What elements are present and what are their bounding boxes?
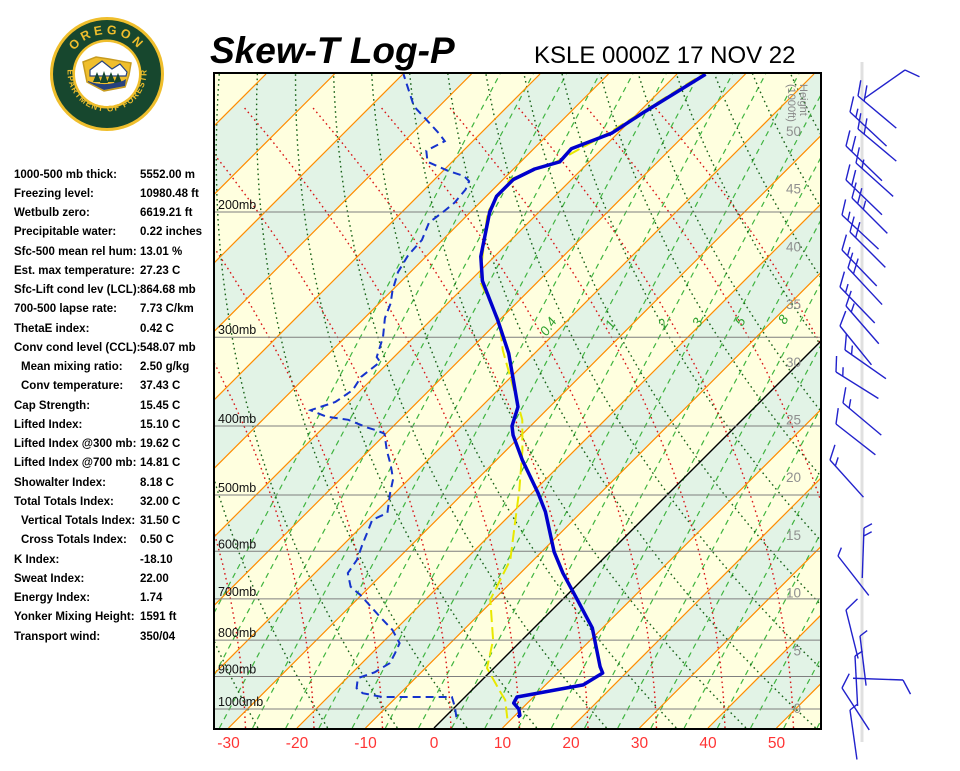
stat-label: Lifted Index:	[14, 419, 140, 431]
stat-label: Cross Totals Index:	[14, 534, 140, 546]
temp-axis-label: -20	[286, 735, 309, 752]
wind-barb	[850, 217, 885, 268]
wind-barb	[846, 599, 858, 659]
stat-row: Energy Index:1.74	[14, 589, 214, 608]
height-label: 30	[786, 355, 801, 370]
stat-label: Sweat Index:	[14, 573, 140, 585]
height-label: 45	[786, 182, 801, 197]
height-label: 50	[786, 124, 801, 139]
wind-barb	[838, 548, 869, 596]
height-label: 0	[793, 701, 801, 716]
stat-row: Sfc-Lift cond lev (LCL):864.68 mb	[14, 281, 214, 300]
wind-barb	[858, 80, 896, 128]
plot-area	[195, 69, 960, 728]
stat-label: Mean mixing ratio:	[14, 361, 140, 373]
wind-barb	[830, 445, 863, 497]
stat-row: Lifted Index @300 mb:19.62 C	[14, 435, 214, 454]
stat-label: Conv cond level (CCL):	[14, 342, 140, 354]
temp-axis-label: 40	[699, 735, 717, 752]
height-label: 5	[793, 643, 801, 658]
stat-row: Est. max temperature:27.23 C	[14, 261, 214, 280]
wind-barb	[864, 70, 919, 99]
temp-axis-label: -10	[354, 735, 377, 752]
stat-row: Cross Totals Index:0.50 C	[14, 531, 214, 550]
height-label: 25	[786, 413, 801, 428]
stat-label: 700-500 lapse rate:	[14, 303, 140, 315]
pressure-label: 400mb	[218, 412, 256, 426]
stat-row: 1000-500 mb thick:5552.00 m	[14, 165, 214, 184]
stat-row: Wetbulb zero:6619.21 ft	[14, 204, 214, 223]
stat-label: Showalter Index:	[14, 477, 140, 489]
stat-row: Conv temperature:37.43 C	[14, 377, 214, 396]
skewt-chart: 200mb 300mb 400mb 500mb 600mb 700mb 800mb 900mb…	[195, 60, 960, 766]
stat-label: Conv temperature:	[14, 380, 140, 392]
stat-row: Precipitable water:0.22 inches	[14, 223, 214, 242]
temp-axis-label: 20	[562, 735, 580, 752]
height-label: 35	[786, 297, 801, 312]
pressure-label: 600mb	[218, 537, 256, 551]
pressure-label: 800mb	[218, 626, 256, 640]
stat-label: Yonker Mixing Height:	[14, 611, 140, 623]
temp-axis-label: 50	[768, 735, 786, 752]
stat-label: K Index:	[14, 554, 140, 566]
pressure-label: 200mb	[218, 198, 256, 212]
stat-row: 700-500 lapse rate:7.73 C/km	[14, 300, 214, 319]
stat-row: Yonker Mixing Height:1591 ft	[14, 608, 214, 627]
temp-axis-label: -30	[217, 735, 240, 752]
stat-label: Transport wind:	[14, 631, 140, 643]
stat-row: Total Totals Index:32.00 C	[14, 492, 214, 511]
odf-logo: OREGON DEPARTMENT OF FORESTRY	[46, 12, 168, 136]
stat-row: Sfc-500 mean rel hum:13.01 %	[14, 242, 214, 261]
stat-row: ThetaE index:0.42 C	[14, 319, 214, 338]
stat-label: 1000-500 mb thick:	[14, 169, 140, 181]
stat-label: Freezing level:	[14, 188, 140, 200]
stat-label: Wetbulb zero:	[14, 207, 140, 219]
height-label: 40	[786, 239, 801, 254]
stat-label: Energy Index:	[14, 592, 140, 604]
stat-row: Lifted Index @700 mb:14.81 C	[14, 454, 214, 473]
pressure-label: 1000mb	[218, 695, 263, 709]
temp-axis-label: 30	[631, 735, 649, 752]
height-label: 10	[786, 586, 801, 601]
wind-barb	[862, 524, 872, 578]
stat-label: Lifted Index @700 mb:	[14, 457, 140, 469]
stat-row: Mean mixing ratio:2.50 g/kg	[14, 358, 214, 377]
stat-label: Est. max temperature:	[14, 265, 140, 277]
stat-label: Cap Strength:	[14, 400, 140, 412]
stat-label: Lifted Index @300 mb:	[14, 438, 140, 450]
stat-row: Cap Strength:15.45 C	[14, 396, 214, 415]
stat-label: Total Totals Index:	[14, 496, 140, 508]
stat-row: Lifted Index:15.10 C	[14, 415, 214, 434]
height-label: 20	[786, 470, 801, 485]
pressure-label: 300mb	[218, 323, 256, 337]
stat-label: ThetaE index:	[14, 323, 140, 335]
stat-row: Freezing level:10980.48 ft	[14, 184, 214, 203]
height-label: 15	[786, 528, 801, 543]
stat-label: Sfc-Lift cond lev (LCL):	[14, 284, 140, 296]
wind-barb	[846, 130, 882, 180]
stat-row: K Index:-18.10	[14, 550, 214, 569]
wind-barb	[836, 408, 875, 455]
wind-barb	[836, 356, 878, 398]
temp-axis-label: 10	[494, 735, 512, 752]
wind-barb	[850, 704, 857, 759]
stat-row: Transport wind:350/04	[14, 627, 214, 646]
stat-label: Sfc-500 mean rel hum:	[14, 246, 140, 258]
pressure-label: 700mb	[218, 585, 256, 599]
stat-row: Conv cond level (CCL):548.07 mb	[14, 338, 214, 357]
temp-axis-label: 0	[430, 735, 439, 752]
pressure-label: 900mb	[218, 662, 256, 676]
wind-barbs	[830, 70, 920, 760]
isotherm-bands	[195, 74, 960, 728]
skewt-chart-container: 200mb 300mb 400mb 500mb 600mb 700mb 800mb 900mb…	[195, 60, 960, 766]
stat-row: Vertical Totals Index:31.50 C	[14, 512, 214, 531]
stat-row: Showalter Index:8.18 C	[14, 473, 214, 492]
wind-barb	[848, 253, 882, 305]
pressure-label: 500mb	[218, 481, 256, 495]
stat-row: Sweat Index:22.00	[14, 569, 214, 588]
stat-label: Vertical Totals Index:	[14, 515, 140, 527]
stat-label: Precipitable water:	[14, 226, 140, 238]
